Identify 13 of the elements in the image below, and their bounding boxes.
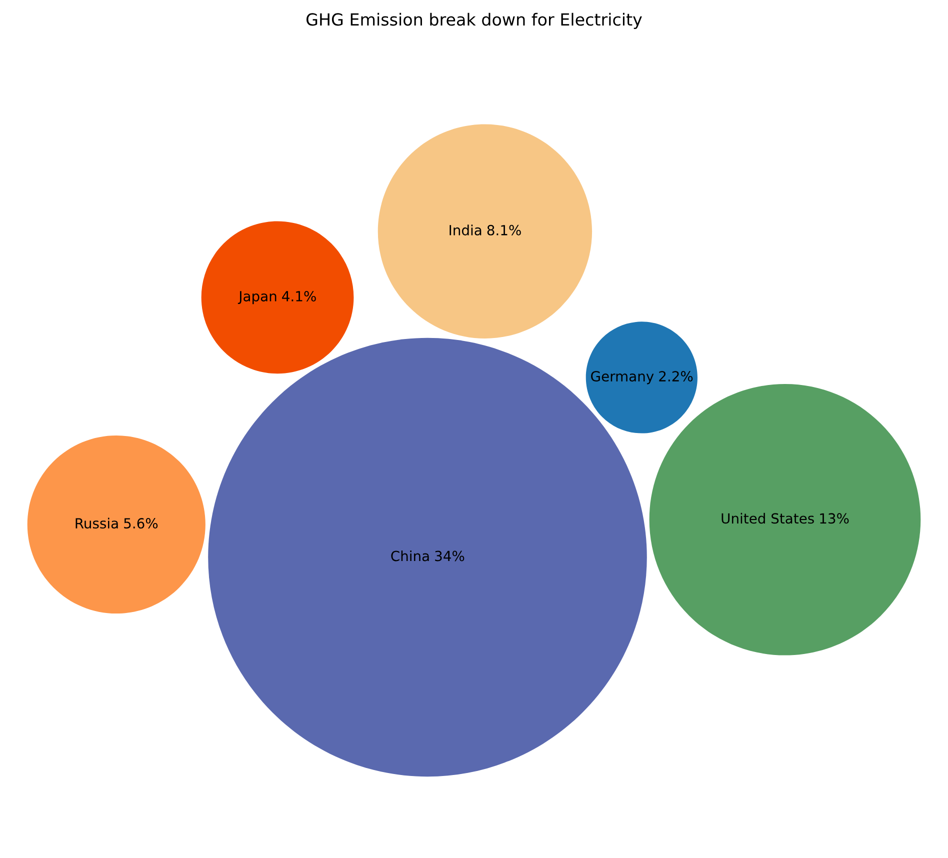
- category-label: United States: [722, 512, 814, 524]
- category-label: Russia: [76, 518, 118, 529]
- data-label: 13%: [820, 513, 849, 524]
- category-label: China: [391, 550, 429, 562]
- data-label: 4.1%: [282, 290, 316, 302]
- category-label: Japan: [238, 291, 276, 304]
- data-label: 2.2%: [659, 371, 693, 382]
- text: GHG Emission break down for Electricity: [306, 12, 642, 29]
- data-label: 34%: [435, 550, 464, 562]
- category-label: India: [450, 224, 482, 236]
- data-label: 8.1%: [487, 224, 521, 236]
- category-label: Germany: [591, 371, 654, 384]
- data-label: 5.6%: [124, 518, 158, 529]
